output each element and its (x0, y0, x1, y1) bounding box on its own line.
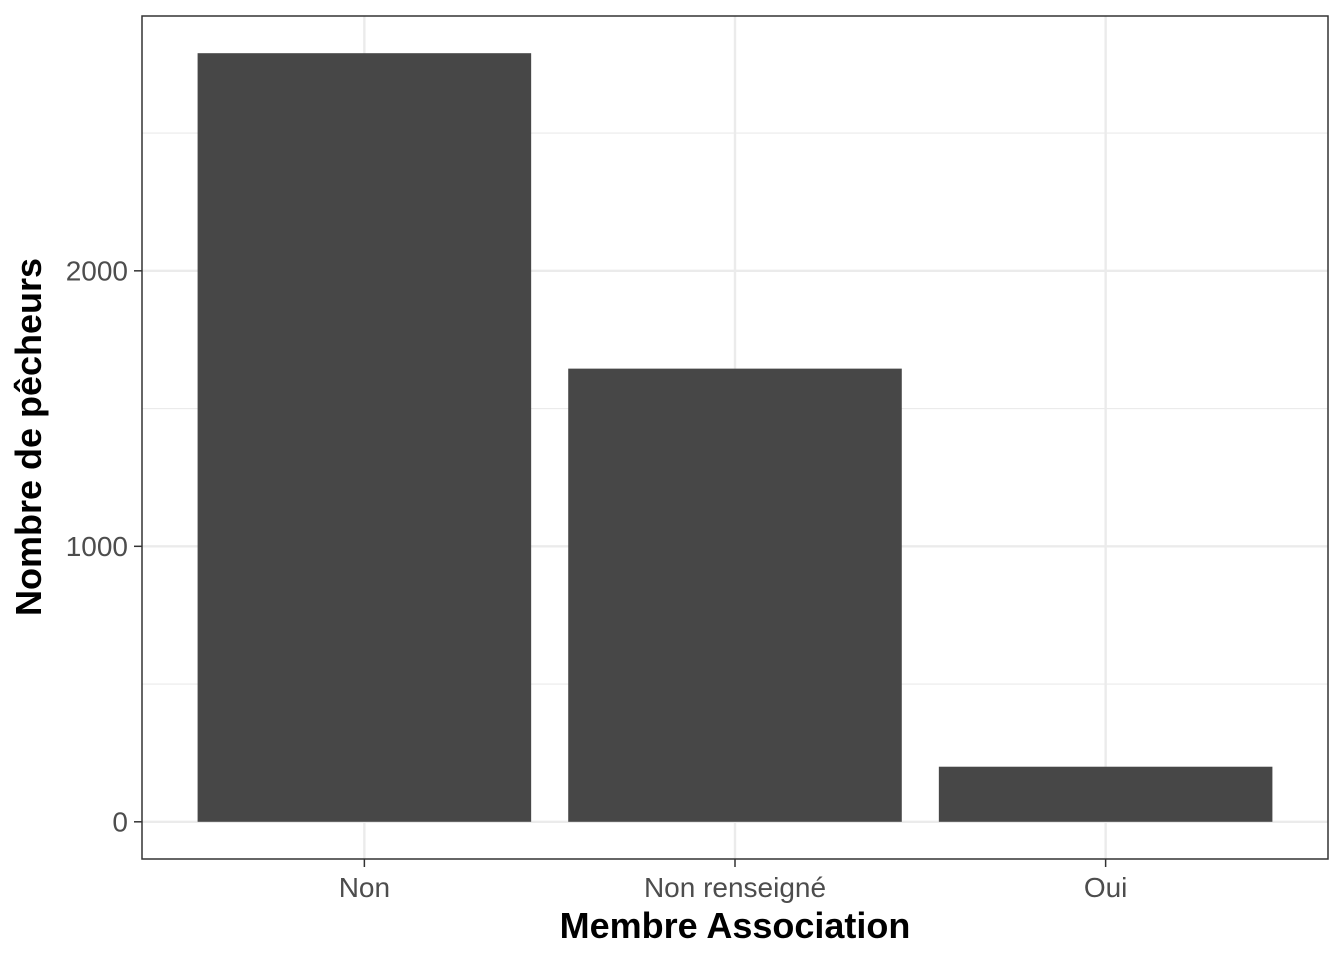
y-tick-label: 0 (112, 806, 128, 837)
y-axis: 0 1000 2000 (66, 255, 142, 837)
x-tick-label: Non renseigné (644, 872, 826, 903)
x-axis-title: Membre Association (560, 905, 911, 946)
x-tick-label: Oui (1084, 872, 1128, 903)
bars (197, 53, 1273, 822)
x-tick-label: Non (339, 872, 390, 903)
bar-oui (938, 766, 1273, 822)
bar-non (197, 53, 532, 822)
y-axis-title: Nombre de pêcheurs (8, 258, 49, 616)
y-tick-label: 1000 (66, 531, 128, 562)
x-axis: Non Non renseigné Oui (339, 859, 1128, 903)
y-tick-label: 2000 (66, 255, 128, 286)
bar-non-renseigné (568, 368, 902, 822)
